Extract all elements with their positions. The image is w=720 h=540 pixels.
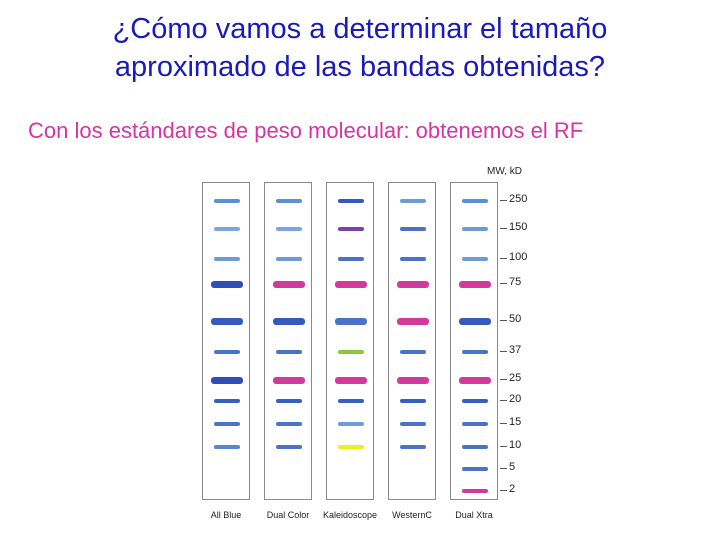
gel-band	[276, 350, 302, 354]
gel-band	[338, 445, 364, 449]
gel-band	[273, 317, 305, 325]
gel-band	[214, 257, 240, 261]
gel-band	[211, 376, 243, 384]
gel-band	[397, 317, 429, 325]
slide-title: ¿Cómo vamos a determinar el tamaño aprox…	[0, 10, 720, 86]
gel-band	[400, 199, 426, 203]
mw-tick	[500, 200, 507, 201]
lane-label: All Blue	[210, 510, 242, 520]
gel-band	[214, 445, 240, 449]
gel-band	[338, 227, 364, 231]
mw-label: 25	[509, 372, 522, 384]
gel-band	[276, 422, 302, 426]
mw-tick	[500, 379, 507, 380]
gel-band	[273, 280, 305, 288]
gel-band	[214, 199, 240, 203]
gel-band	[397, 280, 429, 288]
gel-band	[400, 399, 426, 403]
mw-tick	[500, 400, 507, 401]
gel-band	[338, 399, 364, 403]
mw-label: 100	[509, 251, 528, 263]
lane-label: Dual Xtra	[455, 510, 493, 520]
gel-band	[276, 199, 302, 203]
mw-label: 75	[509, 276, 522, 288]
gel-band	[397, 376, 429, 384]
mw-label: 15	[509, 416, 522, 428]
gel-band	[211, 317, 243, 325]
mw-tick	[500, 320, 507, 321]
gel-band	[462, 445, 488, 449]
gel-band	[338, 199, 364, 203]
gel-lane-dual-xtra	[450, 182, 498, 500]
gel-band	[214, 227, 240, 231]
gel-band	[214, 350, 240, 354]
gel-band	[459, 280, 491, 288]
mw-tick	[500, 228, 507, 229]
gel-band	[276, 227, 302, 231]
gel-band	[273, 376, 305, 384]
gel-band	[338, 422, 364, 426]
gel-band	[400, 257, 426, 261]
gel-band	[400, 445, 426, 449]
gel-band	[335, 376, 367, 384]
title-line-2: aproximado de las bandas obtenidas?	[114, 51, 606, 83]
gel-band	[335, 317, 367, 325]
gel-band	[276, 445, 302, 449]
gel-band	[462, 422, 488, 426]
mw-label: 5	[509, 461, 516, 473]
gel-band	[400, 350, 426, 354]
mw-label: 150	[509, 221, 528, 233]
mw-tick	[500, 490, 507, 491]
gel-band	[462, 489, 488, 493]
mw-label: 250	[509, 193, 528, 205]
mw-tick	[500, 258, 507, 259]
gel-band	[214, 399, 240, 403]
gel-band	[276, 399, 302, 403]
gel-band	[400, 227, 426, 231]
slide-subtitle: Con los estándares de peso molecular: ob…	[28, 118, 584, 143]
gel-band	[459, 376, 491, 384]
gel-band	[462, 467, 488, 471]
mw-label: 37	[509, 344, 522, 356]
gel-lane-dual-color	[264, 182, 312, 500]
gel-band	[462, 199, 488, 203]
gel-band	[462, 227, 488, 231]
lane-label: Dual Color	[266, 510, 310, 520]
gel-band	[459, 317, 491, 325]
gel-band	[338, 257, 364, 261]
gel-band	[338, 350, 364, 354]
mw-label: 50	[509, 313, 522, 325]
lane-label: Kaleidoscope	[322, 510, 378, 520]
gel-band	[211, 280, 243, 288]
gel-band	[462, 399, 488, 403]
mw-axis-header: MW, kD	[487, 166, 522, 177]
title-line-1: ¿Cómo vamos a determinar el tamaño	[112, 13, 608, 45]
gel-band	[214, 422, 240, 426]
gel-band	[462, 350, 488, 354]
gel-band	[276, 257, 302, 261]
gel-band	[400, 422, 426, 426]
mw-tick	[500, 446, 507, 447]
gel-lane-all-blue	[202, 182, 250, 500]
mw-label: 10	[509, 439, 522, 451]
mw-tick	[500, 468, 507, 469]
gel-band	[335, 280, 367, 288]
lane-label: WesternC	[392, 510, 432, 520]
mw-tick	[500, 351, 507, 352]
mw-label: 20	[509, 393, 522, 405]
gel-band	[462, 257, 488, 261]
gel-lane-westernc	[388, 182, 436, 500]
mw-tick	[500, 423, 507, 424]
mw-tick	[500, 283, 507, 284]
gel-lane-kaleidoscope	[326, 182, 374, 500]
mw-label: 2	[509, 483, 516, 495]
